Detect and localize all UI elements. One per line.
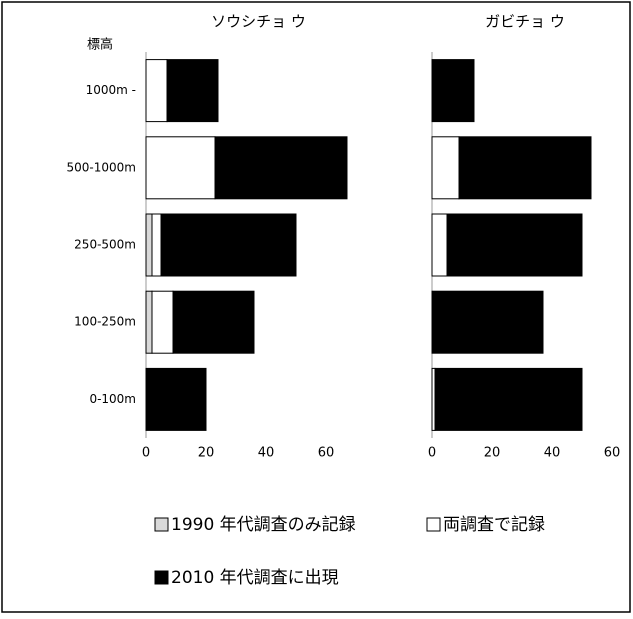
bar-segment [145,136,216,200]
y-tick-label: 500-1000m [67,160,136,174]
x-tick-label: 40 [544,446,561,461]
bar-segment [431,59,475,123]
bar-segment [160,213,297,277]
bar-segment [446,213,583,277]
bar-segment [145,59,168,123]
x-tick-label: 20 [198,446,215,461]
y-tick-label: 0-100m [89,392,136,406]
bar-segment [145,290,153,354]
y-tick-label: 1000m - [86,83,136,97]
y-tick-label: 250-500m [74,238,136,252]
x-tick-label: 20 [484,446,501,461]
panel-title: ガビチョ ウ [485,13,565,31]
bar-segment [431,213,448,277]
bar-segment [458,136,592,200]
legend-label: 1990 年代調査のみ記録 [171,515,356,535]
bar-segment [151,213,162,277]
x-tick-label: 40 [258,446,275,461]
legend-label: 2010 年代調査に出現 [171,568,339,588]
bar-segment [166,59,219,123]
y-tick-label: 100-250m [74,315,136,329]
x-tick-label: 60 [318,446,335,461]
bar-segment [434,367,583,431]
legend-swatch [154,517,169,532]
bar-segment [151,290,174,354]
bar-segment [145,213,153,277]
legend-swatch [426,517,441,532]
y-axis-label: 標高 [87,37,113,53]
bar-segment [172,290,255,354]
panel-title: ソウシチョ ウ [211,13,306,31]
bar-segment [431,136,460,200]
legend-label: 両調査で記録 [443,515,545,535]
legend-swatch [154,570,169,585]
bar-segment [145,367,207,431]
bar-segment [431,290,544,354]
bar-segment [214,136,348,200]
x-tick-label: 0 [428,446,436,461]
x-tick-label: 60 [604,446,621,461]
x-tick-label: 0 [142,446,150,461]
